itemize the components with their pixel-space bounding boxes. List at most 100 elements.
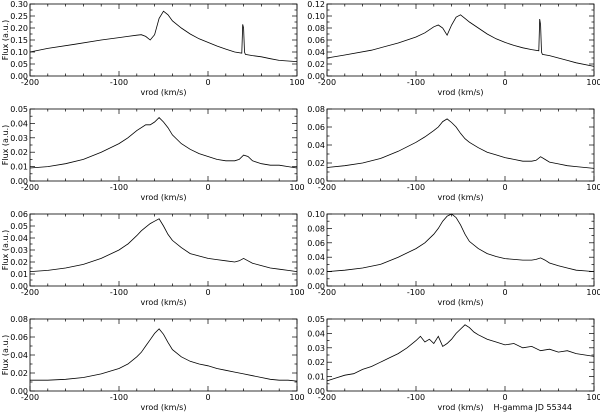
y-tick-label: 0.03 <box>10 134 28 143</box>
y-tick-label: 0.00 <box>307 387 325 396</box>
y-tick-label: 0.06 <box>10 210 28 219</box>
x-tick-label: -100 <box>407 78 425 87</box>
x-tick-label: 0 <box>502 183 507 192</box>
y-tick-label: 0.04 <box>10 119 28 128</box>
x-tick-label: 0 <box>502 393 507 402</box>
y-tick-label: 0.25 <box>10 12 28 21</box>
y-tick-label: 0.04 <box>307 48 325 57</box>
plot-frame <box>326 108 595 182</box>
y-tick-label: 0.00 <box>10 387 28 396</box>
y-tick-label: 0.12 <box>307 0 325 9</box>
x-axis-title: vrod (km/s) <box>141 88 187 97</box>
x-tick-label: -200 <box>318 393 336 402</box>
x-tick-label: 0 <box>502 78 507 87</box>
y-tick-label: 0.05 <box>307 315 325 324</box>
plot-frame <box>29 213 298 287</box>
y-tick-label: 0.01 <box>10 270 28 279</box>
x-tick-label: -200 <box>21 393 39 402</box>
x-axis-title: vrod (km/s) <box>438 403 484 412</box>
y-tick-label: 0.00 <box>307 177 325 186</box>
y-tick-label: 0.00 <box>10 177 28 186</box>
x-tick-label: 100 <box>289 78 304 87</box>
y-axis-title: Flux (a.u.) <box>1 335 10 375</box>
x-tick-label: 100 <box>289 288 304 297</box>
y-tick-label: 0.00 <box>10 72 28 81</box>
panel-8: -200 -100 0 100 0.00 0.01 0.02 0.03 0.04 0.05 vrod… <box>307 315 600 412</box>
x-tick-label: -200 <box>21 78 39 87</box>
spectrum-caption: H-gamma JD 55344 <box>494 403 572 412</box>
y-tick-label: 0.30 <box>10 0 28 9</box>
y-tick-label: 0.01 <box>307 373 325 382</box>
y-tick-label: 0.02 <box>10 258 28 267</box>
x-tick-label: -200 <box>318 183 336 192</box>
spectrum-line <box>326 213 595 272</box>
plot-frame <box>29 3 298 77</box>
x-tick-label: -200 <box>318 78 336 87</box>
plot-frame <box>326 318 595 392</box>
y-tick-label: 0.10 <box>307 12 325 21</box>
x-tick-label: 100 <box>586 78 600 87</box>
x-tick-label: -100 <box>110 288 128 297</box>
spectrum-line <box>326 118 595 169</box>
y-tick-label: 0.04 <box>307 141 325 150</box>
spectrum-line <box>326 324 595 382</box>
y-tick-label: 0.02 <box>307 358 325 367</box>
panel-4: -200 -100 0 100 0.00 0.02 0.04 0.06 0.08 vrod (km… <box>307 105 600 202</box>
y-tick-label: 0.00 <box>10 282 28 291</box>
y-tick-label: 0.01 <box>10 163 28 172</box>
panel-6: -200 -100 0 100 0.00 0.02 0.04 0.06 0.08 0.10 vrod… <box>307 210 600 307</box>
y-tick-label: 0.04 <box>10 351 28 360</box>
y-tick-label: 0.03 <box>307 344 325 353</box>
y-tick-label: 0.08 <box>307 224 325 233</box>
spectrum-line <box>30 328 298 382</box>
y-tick-label: 0.08 <box>10 315 28 324</box>
panel-5: -200 -100 0 100 0.00 0.01 0.02 0.03 0.04 0.05 0.06… <box>1 210 305 307</box>
y-axis-title: Flux (a.u.) <box>1 125 10 165</box>
y-tick-label: 0.00 <box>307 282 325 291</box>
y-tick-label: 0.06 <box>10 333 28 342</box>
y-tick-label: 0.05 <box>10 60 28 69</box>
x-axis-title: vrod (km/s) <box>141 193 187 202</box>
x-axis-title: vrod (km/s) <box>141 403 187 412</box>
x-tick-label: 0 <box>502 288 507 297</box>
x-tick-label: -100 <box>407 288 425 297</box>
y-tick-label: 0.05 <box>10 222 28 231</box>
plot-frame <box>29 318 298 392</box>
y-tick-label: 0.08 <box>307 105 325 114</box>
y-tick-label: 0.10 <box>307 210 325 219</box>
x-tick-label: 0 <box>205 288 210 297</box>
y-tick-label: 0.02 <box>307 268 325 277</box>
plot-frame <box>29 108 298 182</box>
y-tick-label: 0.06 <box>307 123 325 132</box>
y-tick-label: 0.04 <box>307 329 325 338</box>
x-tick-label: -100 <box>407 393 425 402</box>
y-tick-label: 0.10 <box>10 48 28 57</box>
y-tick-label: 0.03 <box>10 246 28 255</box>
y-tick-label: 0.02 <box>10 148 28 157</box>
x-tick-label: 100 <box>586 183 600 192</box>
y-tick-label: 0.15 <box>10 36 28 45</box>
y-tick-label: 0.04 <box>307 253 325 262</box>
y-axis-title: Flux (a.u.) <box>1 230 10 270</box>
panel-3: -200 -100 0 100 0.00 0.01 0.02 0.03 0.04 0.05 vrod… <box>1 105 305 202</box>
x-tick-label: -200 <box>21 288 39 297</box>
spectrum-line <box>29 117 298 169</box>
y-axis-title: Flux (a.u.) <box>1 20 10 60</box>
x-tick-label: 0 <box>205 393 210 402</box>
y-tick-label: 0.02 <box>10 369 28 378</box>
x-axis-title: vrod (km/s) <box>438 88 484 97</box>
y-tick-label: 0.04 <box>10 234 28 243</box>
x-tick-label: -200 <box>318 288 336 297</box>
panel-7: -200 -100 0 100 0.00 0.02 0.04 0.06 0.08 vrod (km… <box>1 315 305 412</box>
x-axis-title: vrod (km/s) <box>438 298 484 307</box>
y-tick-label: 0.00 <box>307 72 325 81</box>
panel-2: -200 -100 0 100 0.00 0.02 0.04 0.06 0.08 0.10 0.12… <box>307 0 600 97</box>
x-tick-label: -100 <box>110 78 128 87</box>
x-tick-label: -200 <box>21 183 39 192</box>
x-tick-label: 0 <box>205 78 210 87</box>
y-tick-label: 0.06 <box>307 36 325 45</box>
spectrum-line <box>29 10 298 62</box>
x-tick-label: -100 <box>110 183 128 192</box>
x-tick-label: -100 <box>407 183 425 192</box>
